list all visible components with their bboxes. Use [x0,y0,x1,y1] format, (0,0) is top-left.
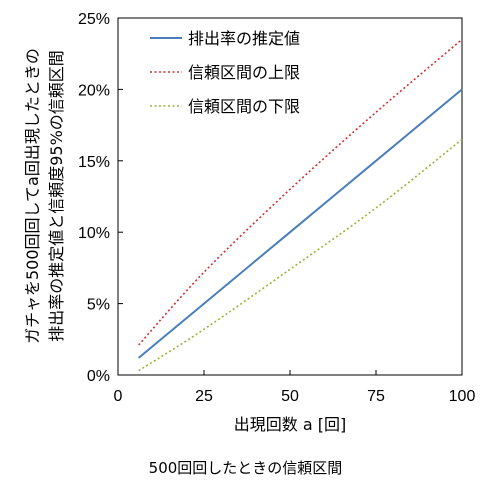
series-line-2 [138,38,463,346]
y-axis-title-line1: ガチャを500回回してa回出現したときの [23,48,42,344]
legend-label-1: 排出率の推定値 [188,29,300,48]
chart: 0% 5% 10% 15% 20% 25% 0 25 50 75 100 排出率の推定値信頼区間の… [23,11,476,434]
y-tick-label: 25% [78,11,110,28]
series-line-1 [138,88,463,359]
legend-label-2: 信頼区間の上限 [188,63,300,82]
y-tick-label: 10% [78,225,110,242]
x-tick-label: 0 [114,388,123,405]
plot-area [117,17,463,376]
x-axis-ticks: 0 25 50 75 100 [114,370,476,405]
series-layer [138,38,463,372]
x-axis-title: 出現回数 a [回] [234,415,346,434]
y-tick-label: 20% [78,82,110,99]
series-line-3 [138,138,463,372]
x-tick-label: 75 [367,388,385,405]
y-axis-ticks: 0% 5% 10% 15% 20% 25% [78,11,123,385]
y-tick-label: 15% [78,154,110,171]
y-tick-label: 0% [87,368,110,385]
legend-label-3: 信頼区間の下限 [188,97,300,116]
y-axis-title-line2: 排出率の推定値と信頼度95%の信頼区間 [47,50,66,342]
x-tick-label: 50 [281,388,299,405]
figure-caption: 500回回したときの信頼区間 [148,459,343,477]
y-tick-label: 5% [87,297,110,314]
x-tick-label: 25 [195,388,213,405]
x-tick-label: 100 [449,388,476,405]
